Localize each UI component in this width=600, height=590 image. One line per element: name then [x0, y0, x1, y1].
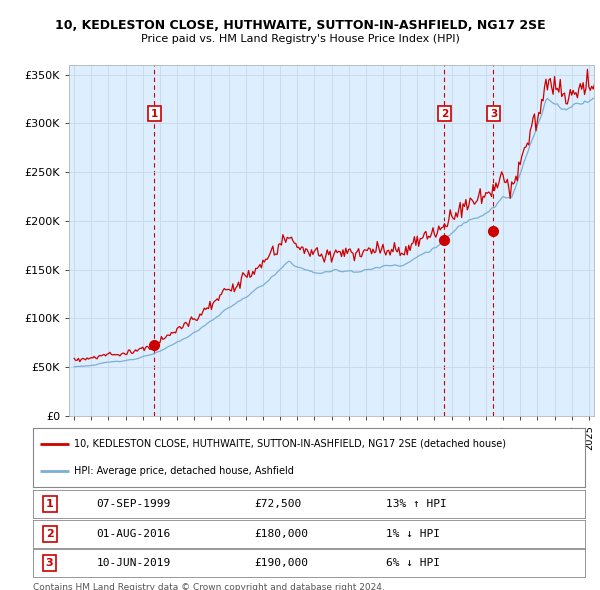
Text: Price paid vs. HM Land Registry's House Price Index (HPI): Price paid vs. HM Land Registry's House …: [140, 34, 460, 44]
Text: 2: 2: [441, 109, 448, 119]
Text: 1% ↓ HPI: 1% ↓ HPI: [386, 529, 440, 539]
Text: 10, KEDLESTON CLOSE, HUTHWAITE, SUTTON-IN-ASHFIELD, NG17 2SE (detached house): 10, KEDLESTON CLOSE, HUTHWAITE, SUTTON-I…: [74, 439, 506, 448]
Text: 1: 1: [151, 109, 158, 119]
Text: 10, KEDLESTON CLOSE, HUTHWAITE, SUTTON-IN-ASHFIELD, NG17 2SE: 10, KEDLESTON CLOSE, HUTHWAITE, SUTTON-I…: [55, 19, 545, 32]
Text: £190,000: £190,000: [254, 558, 308, 568]
Text: 1: 1: [46, 499, 53, 509]
Text: £180,000: £180,000: [254, 529, 308, 539]
Text: £72,500: £72,500: [254, 499, 301, 509]
Text: 3: 3: [490, 109, 497, 119]
Text: Contains HM Land Registry data © Crown copyright and database right 2024.: Contains HM Land Registry data © Crown c…: [33, 583, 385, 590]
Text: 2: 2: [46, 529, 53, 539]
Text: 01-AUG-2016: 01-AUG-2016: [97, 529, 171, 539]
Text: 07-SEP-1999: 07-SEP-1999: [97, 499, 171, 509]
Text: 10-JUN-2019: 10-JUN-2019: [97, 558, 171, 568]
Text: 3: 3: [46, 558, 53, 568]
Text: 6% ↓ HPI: 6% ↓ HPI: [386, 558, 440, 568]
Text: HPI: Average price, detached house, Ashfield: HPI: Average price, detached house, Ashf…: [74, 466, 294, 476]
Text: 13% ↑ HPI: 13% ↑ HPI: [386, 499, 447, 509]
